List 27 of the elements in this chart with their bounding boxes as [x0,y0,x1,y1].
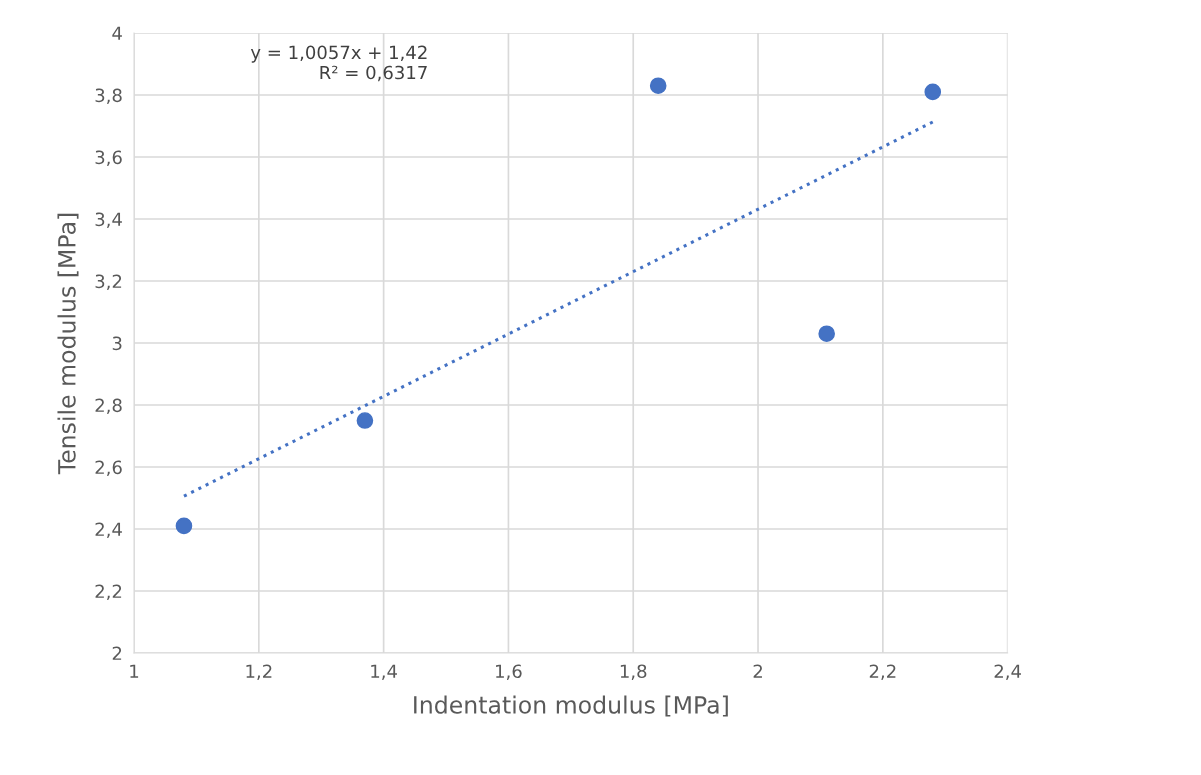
y-tick-label: 3,8 [95,88,122,104]
x-tick-label: 1,8 [620,664,647,680]
y-tick-label: 3,2 [95,274,122,290]
point [356,412,374,429]
y-tick-label: 4 [112,26,122,40]
x-tick-label: 1,4 [371,664,397,680]
y-tick-label: 3,6 [95,150,122,166]
point [818,325,835,343]
point [649,77,667,95]
annotation: y = 1,0057x + 1,42 R² = 0,6317 [250,45,427,82]
x-axis-title: Indentation modulus [MPa] [414,695,728,717]
x-tick-label: 2,4 [994,664,1021,680]
y-tick-label: 2,2 [95,584,122,600]
x-tick-label: 2,2 [869,664,896,680]
y-tick-label: 3,4 [95,212,122,228]
y-tick-label: 2,6 [95,460,122,476]
point [924,83,942,101]
y-tick-label: 3 [112,336,122,351]
point [175,517,193,535]
x-tick-label: 1 [130,664,139,678]
y-tick-label: 2,8 [95,398,122,414]
y-tick-label: 2 [112,646,122,660]
y-axis-title: Tensile modulus [MPa] [57,213,79,475]
y-tick-label: 2,4 [95,522,122,538]
x-tick-label: 2 [753,664,762,678]
x-tick-label: 1,2 [246,664,272,680]
x-tick-label: 1,6 [496,664,522,680]
